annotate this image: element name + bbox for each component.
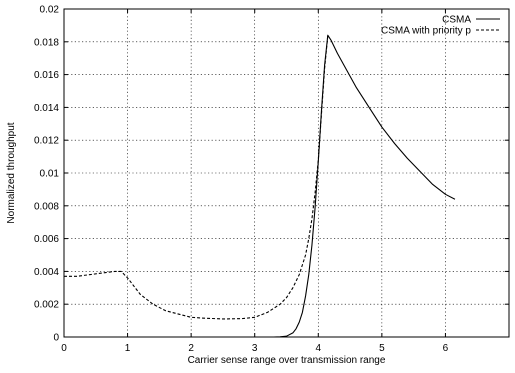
x-tick-label: 0 [61, 343, 67, 354]
x-tick-label: 1 [125, 343, 131, 354]
grid [64, 9, 509, 337]
y-tick-label: 0.012 [34, 136, 59, 147]
x-tick-label: 3 [252, 343, 258, 354]
legend-label: CSMA with priority p [381, 26, 471, 37]
x-tick-label: 4 [316, 343, 322, 354]
plot-frame [63, 8, 510, 338]
y-tick-label: 0.02 [40, 5, 60, 16]
y-tick-label: 0.018 [34, 37, 59, 48]
legend-label: CSMA [442, 15, 471, 26]
x-axis-title: Carrier sense range over transmission ra… [188, 355, 386, 366]
y-tick-label: 0.01 [40, 169, 60, 180]
series-line-csma [267, 34, 456, 338]
y-tick-label: 0 [53, 333, 59, 344]
tick-labels: 0 1 2 3 4 5 6 0 0.002 0.004 0.006 0.008 0.01 0.012 0.0… [34, 5, 449, 355]
series-line-csma-priority [64, 35, 329, 320]
y-tick-label: 0.002 [34, 300, 59, 311]
x-tick-label: 5 [379, 343, 385, 354]
y-tick-label: 0.008 [34, 201, 59, 212]
x-tick-label: 2 [188, 343, 194, 354]
y-tick-label: 0.016 [34, 70, 59, 81]
y-tick-label: 0.014 [34, 103, 59, 114]
y-axis-title: Normalized throughput [6, 122, 17, 223]
y-tick-label: 0.006 [34, 234, 59, 245]
x-tick-label: 6 [443, 343, 449, 354]
series-lines [64, 34, 456, 338]
y-tick-label: 0.004 [34, 267, 59, 278]
